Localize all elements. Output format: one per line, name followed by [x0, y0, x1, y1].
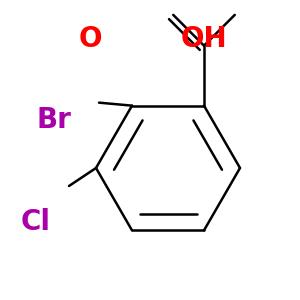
Text: OH: OH: [181, 25, 227, 53]
Text: Br: Br: [37, 106, 71, 134]
Text: O: O: [78, 25, 102, 53]
Text: Cl: Cl: [21, 208, 51, 236]
